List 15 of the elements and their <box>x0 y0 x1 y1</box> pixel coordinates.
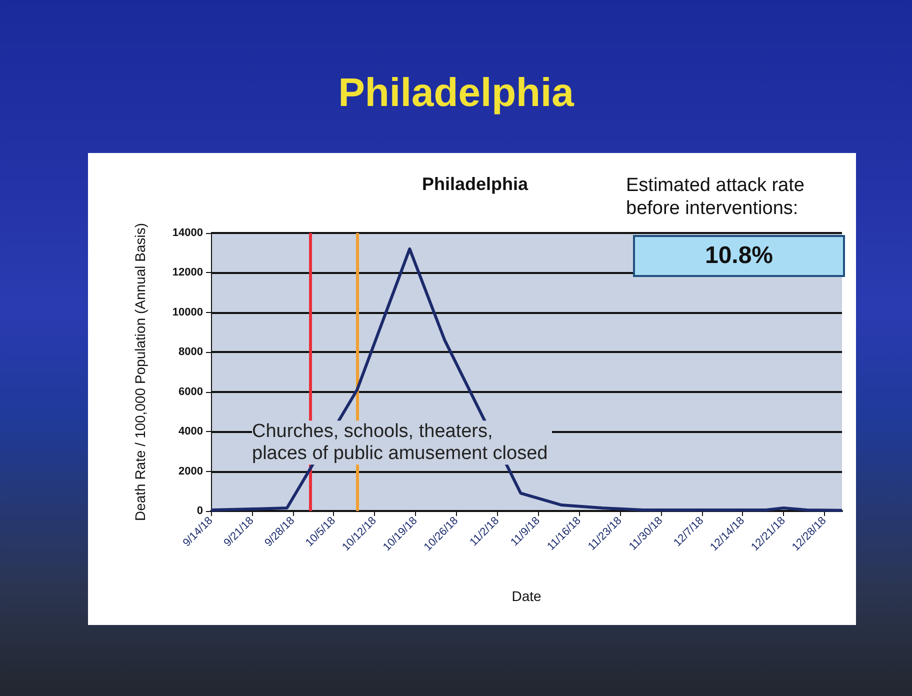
y-tick-label: 6000 <box>178 386 203 398</box>
y-tick-label: 14000 <box>172 227 203 239</box>
y-tick-label: 10000 <box>172 306 203 318</box>
y-tick-label: 12000 <box>172 266 203 279</box>
x-axis-title: Date <box>512 588 542 604</box>
y-axis-title: Death Rate / 100,000 Population (Annual Basis) <box>132 222 148 522</box>
value-box: 10.8% <box>633 235 845 277</box>
chart-title: Philadelphia <box>422 174 529 194</box>
y-tick-label: 8000 <box>178 346 203 358</box>
y-tick-label: 0 <box>196 505 203 517</box>
annotation: Churches, schools, theaters, places of public amusement closed <box>252 421 548 464</box>
y-tick-label: 2000 <box>178 465 203 478</box>
chart-subtitle: Philadelphia <box>338 71 575 115</box>
y-tick-label: 4000 <box>178 426 203 438</box>
text: Estimated attack rate before interventions: <box>626 175 810 219</box>
